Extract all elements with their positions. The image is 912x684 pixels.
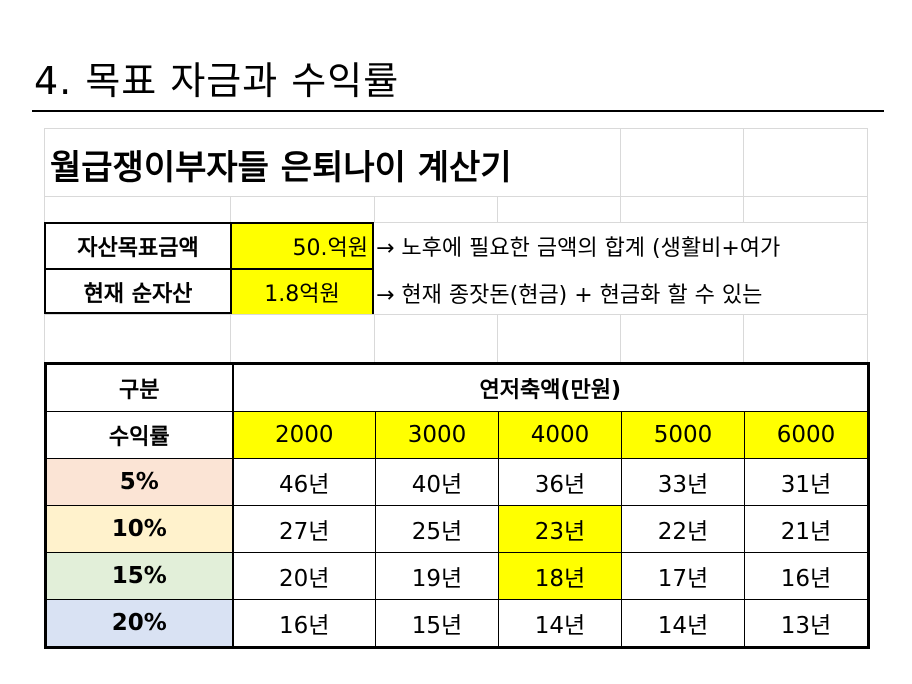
years-cell: 20년 (231, 552, 376, 600)
years-cell-highlighted: 23년 (498, 505, 622, 553)
amount-cell: 5000 (621, 411, 745, 459)
asset-target-value[interactable]: 50.억원 (232, 224, 372, 268)
rate-cell: 10% (44, 505, 233, 553)
years-cell: 22년 (621, 505, 745, 553)
net-asset-row: 현재 순자산 1.8억원 (46, 270, 372, 314)
rate-cell: 20% (44, 599, 233, 649)
years-cell: 25년 (375, 505, 499, 553)
years-cell: 31년 (744, 458, 870, 506)
rate-cell: 5% (44, 458, 233, 506)
return-header: 수익률 (44, 411, 233, 459)
page-title: 4. 목표 자금과 수익률 (34, 59, 400, 103)
years-cell: 21년 (744, 505, 870, 553)
amount-cell: 6000 (744, 411, 870, 459)
net-asset-value[interactable]: 1.8억원 (232, 270, 372, 314)
years-cell: 17년 (621, 552, 745, 600)
years-cell: 40년 (375, 458, 499, 506)
asset-target-note: → 노후에 필요한 금액의 합계 (생활비+여가 (376, 236, 781, 261)
amount-cell: 4000 (498, 411, 622, 459)
years-cell-highlighted: 18년 (498, 552, 622, 600)
years-cell: 16년 (744, 552, 870, 600)
years-cell: 19년 (375, 552, 499, 600)
table-row: 10% 27년 25년 23년 22년 21년 (44, 505, 870, 553)
years-cell: 16년 (231, 599, 376, 649)
years-cell: 14년 (498, 599, 622, 649)
category-header: 구분 (44, 362, 233, 412)
years-cell: 33년 (621, 458, 745, 506)
retirement-years-table: 구분 연저축액(만원) 수익률 2000 3000 4000 5000 6000… (44, 362, 870, 649)
asset-target-row: 자산목표금액 50.억원 (46, 224, 372, 270)
savings-header: 연저축액(만원) (231, 362, 870, 412)
table-row: 5% 46년 40년 36년 33년 31년 (44, 458, 870, 506)
asset-target-label: 자산목표금액 (46, 224, 232, 268)
years-cell: 15년 (375, 599, 499, 649)
calculator-title: 월급쟁이부자들 은퇴나이 계산기 (50, 148, 512, 188)
net-asset-label: 현재 순자산 (46, 270, 232, 314)
years-cell: 36년 (498, 458, 622, 506)
table-row: 15% 20년 19년 18년 17년 16년 (44, 552, 870, 600)
title-divider (32, 110, 884, 112)
years-cell: 46년 (231, 458, 376, 506)
amount-cell: 2000 (231, 411, 376, 459)
net-asset-note: → 현재 종잣돈(현금) + 현금화 할 수 있는 (376, 283, 763, 308)
amount-header-row: 수익률 2000 3000 4000 5000 6000 (44, 411, 870, 459)
years-cell: 14년 (621, 599, 745, 649)
table-row: 20% 16년 15년 14년 14년 13년 (44, 599, 870, 649)
amount-cell: 3000 (375, 411, 499, 459)
years-cell: 13년 (744, 599, 870, 649)
years-cell: 27년 (231, 505, 376, 553)
rate-cell: 15% (44, 552, 233, 600)
asset-input-box: 자산목표금액 50.억원 현재 순자산 1.8억원 (44, 222, 374, 314)
